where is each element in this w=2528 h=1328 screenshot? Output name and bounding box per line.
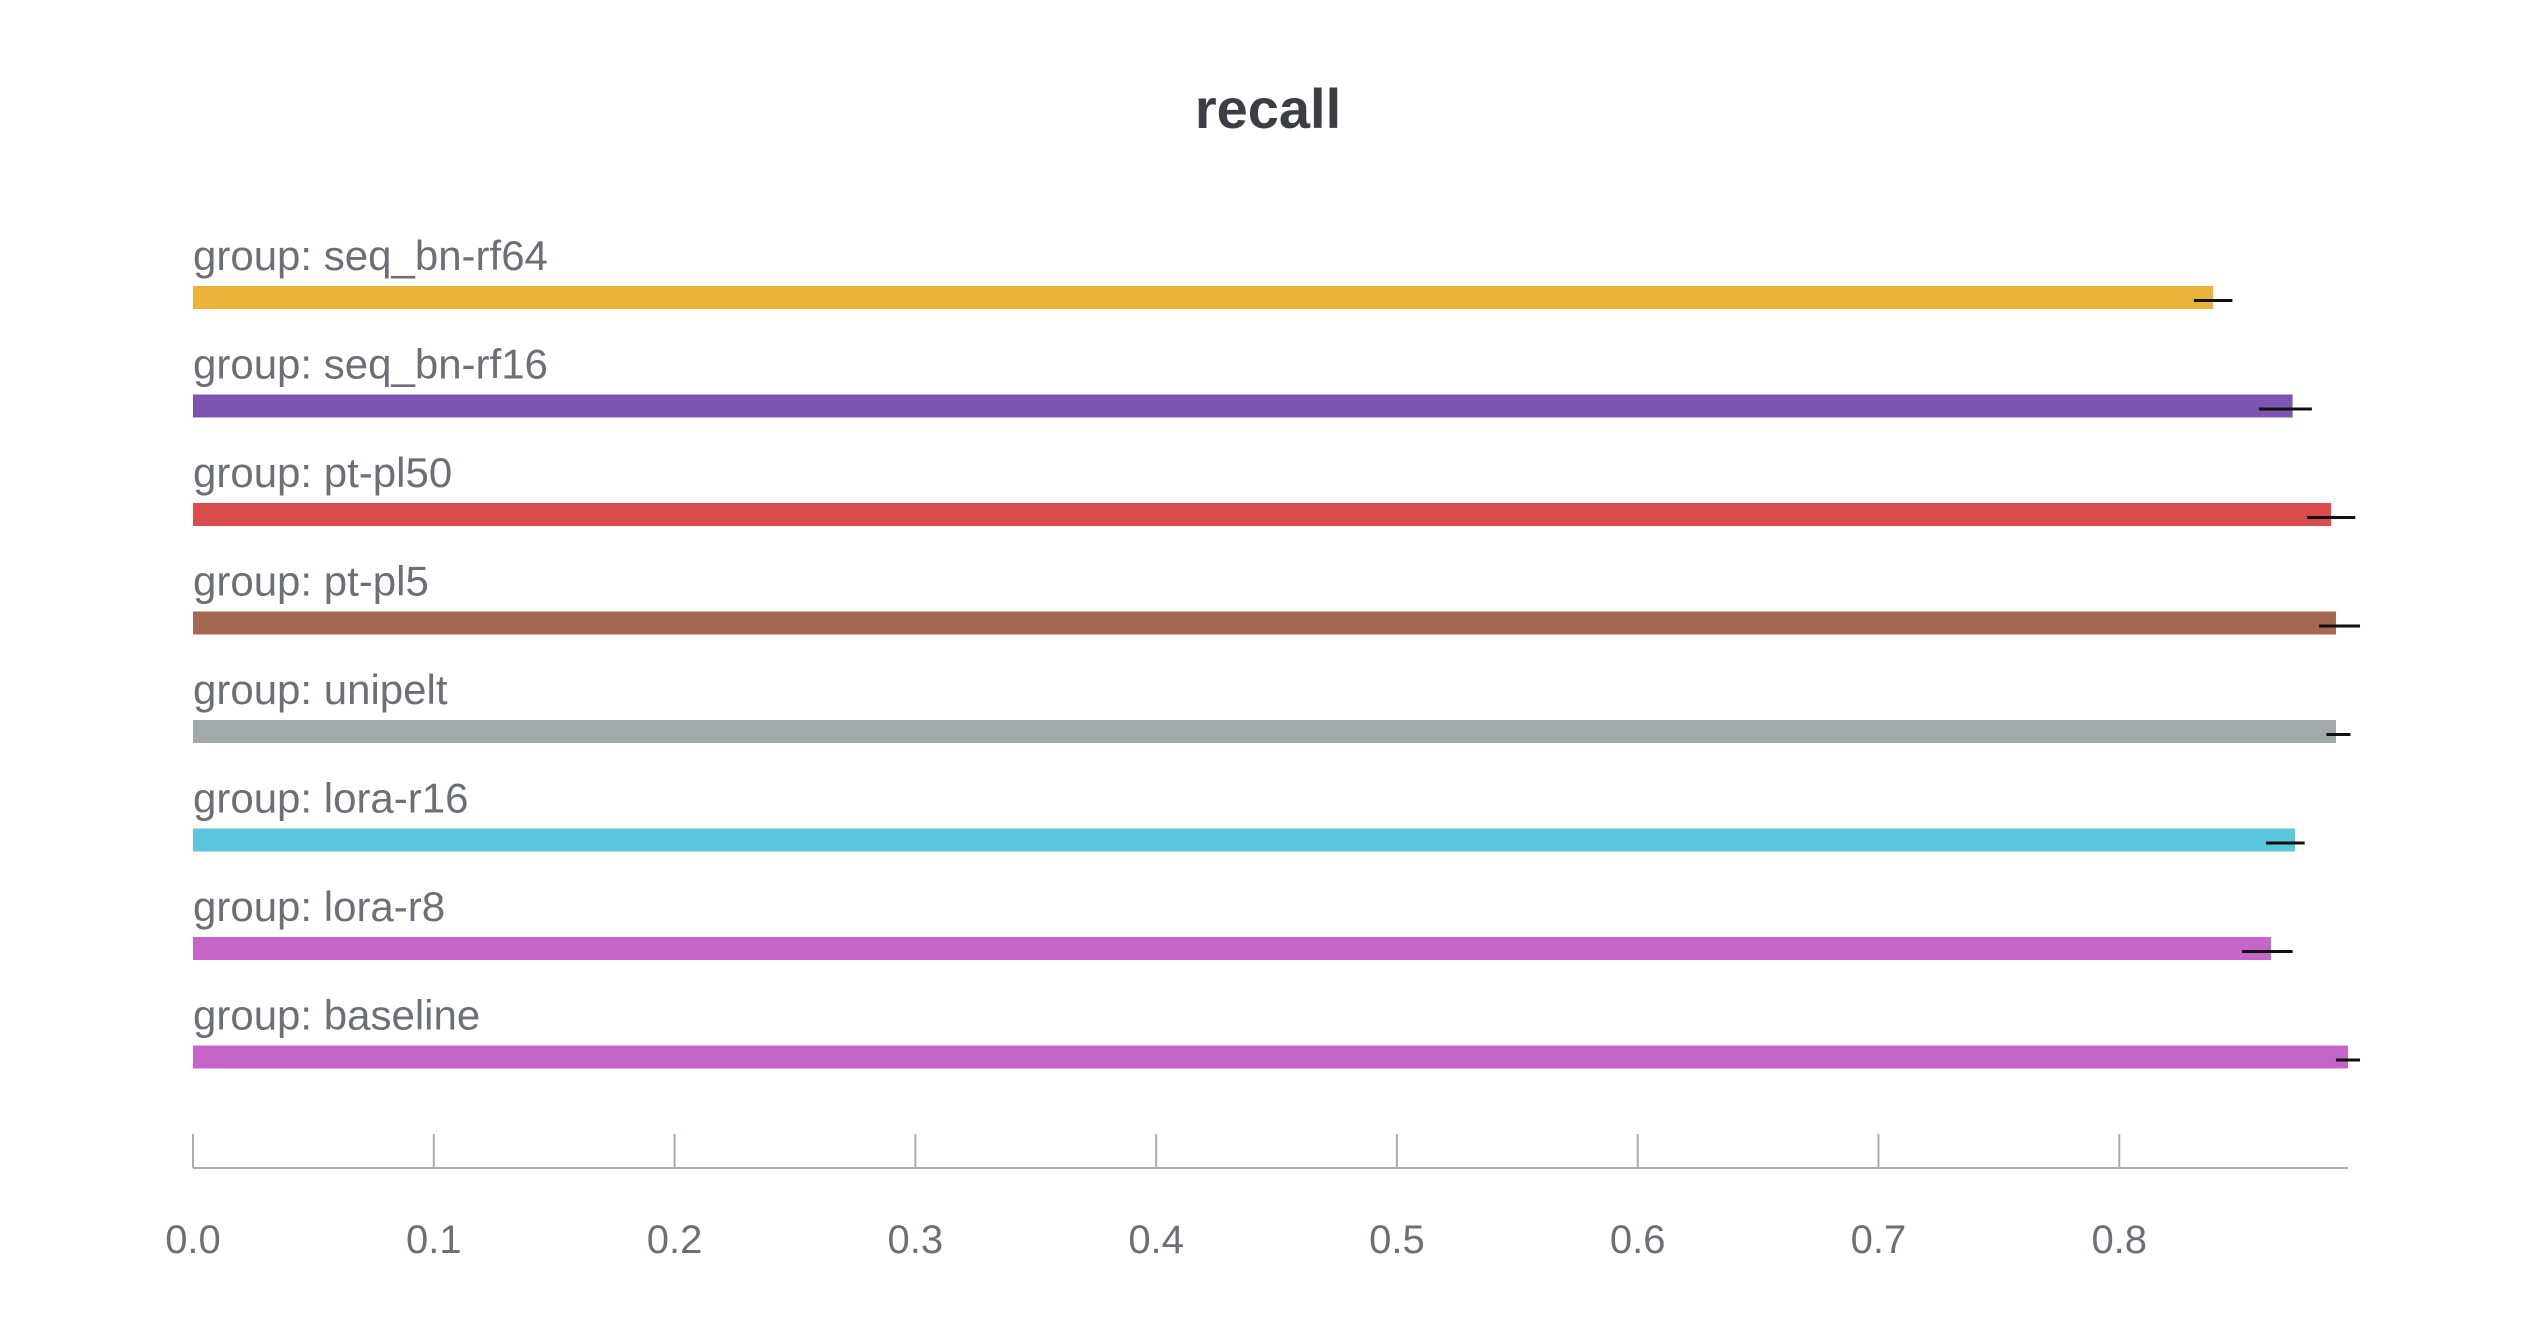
bar-label: group: pt-pl50 <box>193 449 452 496</box>
bar-group: group: pt-pl50 <box>193 449 2356 526</box>
bar-label: group: unipelt <box>193 666 448 713</box>
bar <box>193 394 2293 418</box>
bar-label: group: seq_bn-rf16 <box>193 341 548 388</box>
bar <box>193 1045 2348 1069</box>
bar-group: group: unipelt <box>193 666 2351 743</box>
bar <box>193 286 2214 309</box>
bar <box>193 720 2336 743</box>
x-tick-label: 0.0 <box>165 1218 221 1262</box>
bar-label: group: seq_bn-rf64 <box>193 232 548 279</box>
bar <box>193 937 2271 960</box>
x-tick-label: 0.7 <box>1851 1218 1907 1262</box>
bar <box>193 611 2336 635</box>
x-tick-label: 0.4 <box>1128 1218 1184 1262</box>
x-tick-label: 0.2 <box>647 1218 703 1262</box>
bar-label: group: lora-r8 <box>193 883 445 930</box>
bar-group: group: seq_bn-rf64 <box>193 232 2233 309</box>
x-tick-label: 0.3 <box>888 1218 944 1262</box>
x-tick-label: 0.8 <box>2091 1218 2147 1262</box>
bars-layer: group: seq_bn-rf64 group: seq_bn-rf16grou… <box>193 232 2361 1069</box>
x-tick-label: 0.5 <box>1369 1218 1425 1262</box>
bar-group: group: lora-r8 <box>193 883 2293 960</box>
bar-label: group: baseline <box>193 992 480 1039</box>
bar-group: group: seq_bn-rf16 <box>193 341 2312 418</box>
bar <box>193 828 2296 852</box>
bar-label: group: pt-pl5 <box>193 558 429 605</box>
bar-label: group: lora-r16 <box>193 775 468 822</box>
bar-group: group: lora-r16 <box>193 775 2305 852</box>
x-tick-label: 0.1 <box>406 1218 462 1262</box>
bar-group: group: baseline <box>193 992 2361 1069</box>
x-axis: 0.0 0.1 0.2 0.3 0.4 0.5 0.6 0.7 0.8 <box>165 1134 2348 1262</box>
x-tick-label: 0.6 <box>1610 1218 1666 1262</box>
bar <box>193 503 2332 526</box>
chart-title: recall <box>1195 77 1341 140</box>
bar-group: group: pt-pl5 <box>193 558 2361 635</box>
